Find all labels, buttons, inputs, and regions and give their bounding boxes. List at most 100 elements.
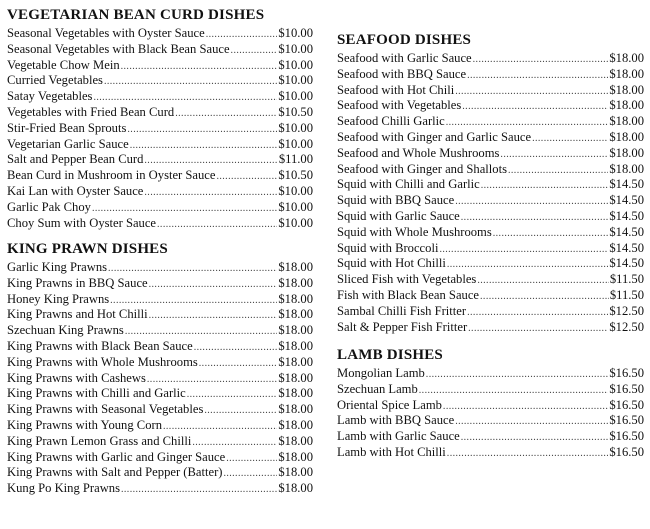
item-price: $18.00	[278, 275, 313, 290]
item-name: Fish with Black Bean Sauce	[337, 287, 480, 302]
menu-item: King Prawns with Chilli and Garlic $18.0…	[7, 386, 313, 402]
item-price: $18.00	[278, 449, 313, 464]
dot-leader	[443, 398, 608, 415]
item-name: Satay Vegetables	[7, 89, 93, 104]
item-price: $16.50	[609, 397, 644, 412]
item-price: $10.00	[278, 199, 313, 214]
item-price: $18.00	[609, 129, 644, 144]
item-price: $18.00	[278, 386, 313, 401]
item-price: $18.00	[609, 66, 644, 81]
item-name: Seasonal Vegetables with Oyster Sauce	[7, 26, 205, 40]
dot-leader	[508, 162, 608, 179]
dot-leader	[206, 26, 278, 43]
dot-leader	[121, 58, 278, 75]
item-name: Vegetables with Fried Bean Curd	[7, 104, 175, 119]
item-name: Squid with Hot Chilli	[337, 256, 446, 271]
menu-item: Squid with Hot Chilli $14.50	[337, 256, 644, 272]
item-price: $18.00	[278, 370, 313, 385]
item-price: $18.00	[278, 354, 313, 369]
dot-leader	[149, 307, 278, 324]
menu-item: Szechuan Lamb $16.50	[337, 382, 644, 398]
dot-leader	[127, 121, 277, 138]
section-vegetarian-bean-curd: VEGETARIAN BEAN CURD DISHES Seasonal Veg…	[7, 6, 313, 231]
dot-leader	[473, 51, 609, 68]
dot-leader	[439, 241, 608, 258]
item-price: $14.50	[609, 193, 644, 208]
dot-leader	[149, 276, 278, 293]
item-name: Mongolian Lamb	[337, 366, 425, 380]
item-name: Seafood Chilli Garlic	[337, 114, 445, 129]
item-name: Salt & Pepper Fish Fritter	[337, 319, 468, 334]
item-price: $18.00	[278, 291, 313, 306]
item-name: King Prawns with Cashews	[7, 370, 146, 385]
item-price: $11.50	[609, 287, 644, 302]
dot-leader	[462, 98, 608, 115]
item-name: Sliced Fish with Vegetables	[337, 272, 477, 287]
item-name: Sambal Chilli Fish Fritter	[337, 303, 467, 318]
menu-item: Lamb with Hot Chilli $16.50	[337, 445, 644, 461]
dot-leader	[447, 445, 609, 462]
dot-leader	[500, 146, 608, 163]
item-price: $10.00	[278, 215, 313, 230]
item-price: $14.50	[609, 240, 644, 255]
dot-leader	[419, 382, 609, 399]
section-title: VEGETARIAN BEAN CURD DISHES	[7, 7, 265, 23]
dot-leader	[130, 137, 278, 154]
menu-item: Squid with Broccoli $14.50	[337, 241, 644, 257]
dot-leader	[144, 152, 277, 169]
dot-leader	[175, 105, 277, 122]
menu-item: Squid with Chilli and Garlic $14.50	[337, 177, 644, 193]
item-name: Honey King Prawns	[7, 291, 110, 306]
menu-item: Sambal Chilli Fish Fritter $12.50	[337, 304, 644, 320]
item-name: Garlic King Prawns	[7, 260, 108, 274]
item-price: $12.50	[609, 303, 644, 318]
menu-item: Vegetable Chow Mein $10.00	[7, 58, 313, 74]
item-price: $10.00	[278, 136, 313, 151]
item-name: Kung Po King Prawns	[7, 481, 120, 496]
menu-item: King Prawns with Salt and Pepper (Batter…	[7, 465, 313, 481]
item-name: Seafood with Vegetables	[337, 98, 462, 113]
menu-item: Seasonal Vegetables with Oyster Sauce $1…	[7, 26, 313, 42]
item-price: $10.00	[278, 41, 313, 56]
dot-leader	[480, 288, 609, 305]
menu-item: Fish with Black Bean Sauce $11.50	[337, 288, 644, 304]
dot-leader	[110, 292, 277, 309]
item-name: Lamb with Hot Chilli	[337, 444, 446, 459]
dot-leader	[163, 418, 277, 435]
item-name: Lamb with Garlic Sauce	[337, 429, 460, 444]
item-name: King Prawns with Black Bean Sauce	[7, 338, 193, 353]
section-title: KING PRAWN DISHES	[7, 241, 168, 257]
dot-leader	[187, 386, 278, 403]
menu-item: Curried Vegetables $10.00	[7, 73, 313, 89]
item-price: $18.00	[278, 323, 313, 338]
dot-leader	[455, 193, 608, 210]
dot-leader	[532, 130, 608, 147]
menu-item: Seafood Chilli Garlic $18.00	[337, 114, 644, 130]
menu-item: Salt and Pepper Bean Curd $11.00	[7, 152, 313, 168]
section-title: SEAFOOD DISHES	[337, 32, 472, 48]
item-name: Seafood with Hot Chili	[337, 82, 455, 97]
menu-item: Mongolian Lamb $16.50	[337, 366, 644, 382]
item-name: Oriental Spice Lamb	[337, 397, 442, 412]
item-name: Seafood with BBQ Sauce	[337, 66, 467, 81]
item-name: Curried Vegetables	[7, 73, 103, 88]
item-name: King Prawns with Seasonal Vegetables	[7, 402, 204, 417]
item-name: Squid with Whole Mushrooms	[337, 224, 492, 239]
menu-item: Squid with Garlic Sauce $14.50	[337, 209, 644, 225]
item-name: Choy Sum with Oyster Sauce	[7, 215, 157, 230]
dot-leader	[144, 184, 277, 201]
item-price: $18.00	[609, 161, 644, 176]
menu-item: King Prawns in BBQ Sauce $18.00	[7, 276, 313, 292]
menu-item: Vegetables with Fried Bean Curd $10.50	[7, 105, 313, 121]
item-name: Garlic Pak Choy	[7, 199, 91, 214]
item-price: $10.50	[278, 168, 313, 183]
dot-leader	[223, 465, 277, 482]
menu-item: Lamb with BBQ Sauce $16.50	[337, 413, 644, 429]
dot-leader	[447, 256, 609, 273]
item-price: $10.00	[278, 89, 313, 104]
item-price: $18.00	[278, 465, 313, 480]
item-price: $10.50	[278, 104, 313, 119]
item-price: $12.50	[609, 319, 644, 334]
item-name: Salt and Pepper Bean Curd	[7, 152, 144, 167]
menu-item: Oriental Spice Lamb $16.50	[337, 398, 644, 414]
